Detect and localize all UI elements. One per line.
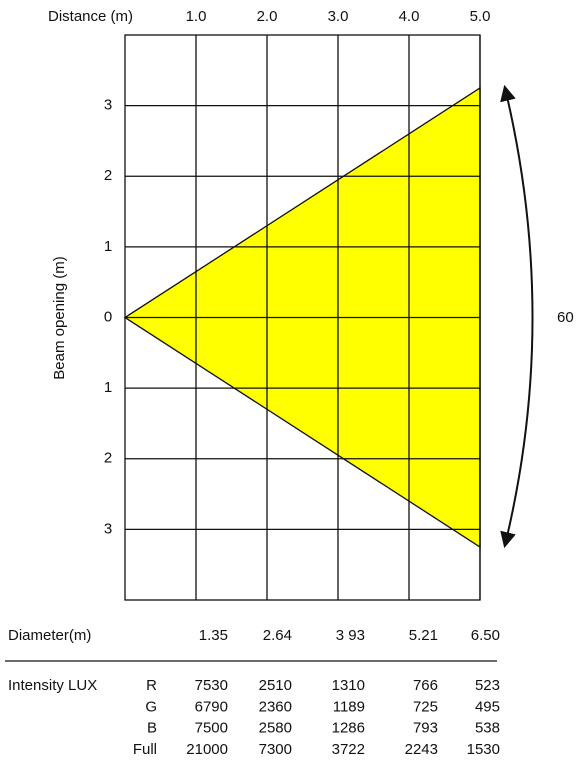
intensity-value: 2510 <box>259 677 292 694</box>
x-tick-label: 2.0 <box>257 8 278 25</box>
diameter-label: Diameter(m) <box>8 627 91 644</box>
intensity-value: 495 <box>475 698 500 715</box>
y-tick-label: 3 <box>104 520 112 537</box>
x-tick-label: 1.0 <box>186 8 207 25</box>
intensity-value: 1286 <box>332 720 365 737</box>
row-label: Full <box>133 741 157 758</box>
intensity-value: 538 <box>475 720 500 737</box>
intensity-value: 6790 <box>195 698 228 715</box>
intensity-value: 7500 <box>195 720 228 737</box>
row-label: B <box>147 720 157 737</box>
beam-angle: 60 <box>557 309 574 326</box>
x-tick-label: 3.0 <box>328 8 349 25</box>
intensity-value: 21000 <box>186 741 228 758</box>
x-tick-label: 4.0 <box>399 8 420 25</box>
intensity-value: 2580 <box>259 720 292 737</box>
y-tick-label: 2 <box>104 450 112 467</box>
x-axis-label: Distance (m) <box>48 8 133 25</box>
x-tick-label: 5.0 <box>470 8 491 25</box>
intensity-value: 2360 <box>259 698 292 715</box>
intensity-value: 523 <box>475 677 500 694</box>
y-tick-label: 3 <box>104 97 112 114</box>
intensity-value: 7530 <box>195 677 228 694</box>
intensity-value: 1189 <box>333 698 365 715</box>
diameter-value: 3 93 <box>336 627 365 644</box>
diameter-value: 5.21 <box>409 627 438 644</box>
row-label: G <box>145 698 157 715</box>
y-tick-label: 0 <box>104 308 112 325</box>
diameter-value: 1.35 <box>199 627 228 644</box>
row-label: R <box>146 677 157 694</box>
intensity-value: 725 <box>413 698 438 715</box>
intensity-value: 3722 <box>332 741 365 758</box>
y-axis-label: Beam opening (m) <box>51 256 68 379</box>
diameter-value: 2.64 <box>263 627 292 644</box>
intensity-value: 7300 <box>259 741 292 758</box>
y-tick-label: 1 <box>104 238 112 255</box>
diameter-value: 6.50 <box>471 627 500 644</box>
intensity-label: Intensity LUX <box>8 677 97 694</box>
intensity-value: 793 <box>413 720 438 737</box>
intensity-value: 766 <box>413 677 438 694</box>
intensity-value: 2243 <box>405 741 438 758</box>
angle-arc <box>500 84 534 549</box>
intensity-value: 1310 <box>332 677 365 694</box>
intensity-value: 1530 <box>467 741 500 758</box>
y-tick-label: 2 <box>104 167 112 184</box>
y-tick-label: 1 <box>104 379 112 396</box>
